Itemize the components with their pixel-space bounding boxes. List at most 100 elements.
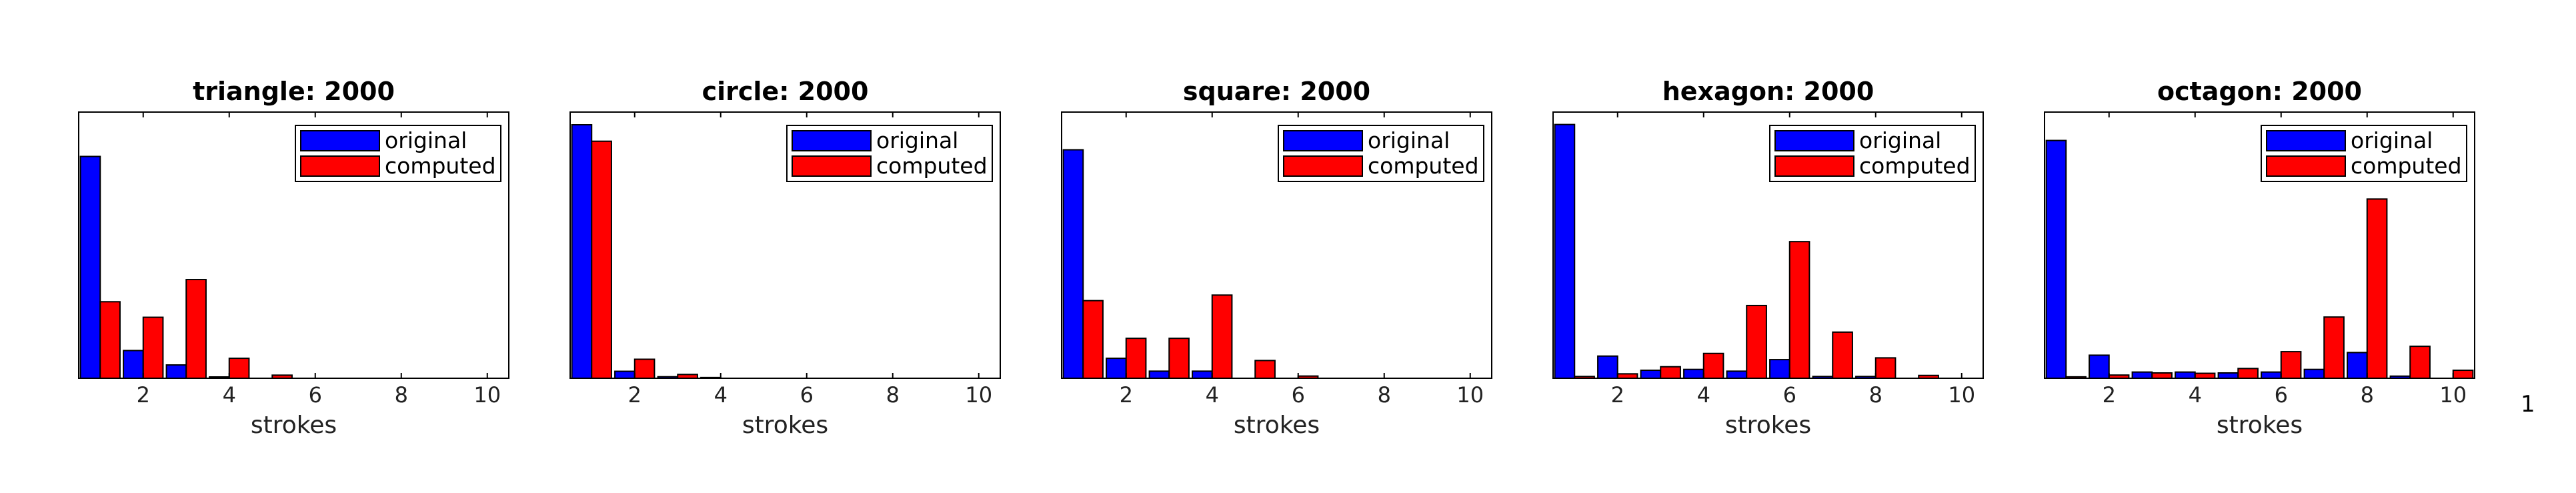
bar-original bbox=[1554, 123, 1576, 379]
bar-computed bbox=[633, 358, 656, 379]
bar-computed bbox=[99, 301, 121, 380]
legend-swatch-original bbox=[300, 130, 380, 151]
legend-label-computed: computed bbox=[876, 153, 988, 179]
bar-computed bbox=[1168, 338, 1190, 379]
bar-original bbox=[571, 124, 593, 379]
legend-label-computed: computed bbox=[1368, 153, 1479, 179]
legend-label-original: original bbox=[876, 127, 958, 153]
bar-computed bbox=[1746, 304, 1767, 379]
x-tick-label: 2 bbox=[1611, 382, 1624, 408]
bar-original bbox=[1106, 358, 1127, 380]
bar-original bbox=[2131, 371, 2153, 380]
legend-swatch-computed bbox=[2266, 155, 2346, 177]
x-axis-label: strokes bbox=[742, 412, 828, 439]
bar-computed bbox=[2452, 370, 2474, 380]
bar-original bbox=[79, 155, 101, 379]
legend-label-computed: computed bbox=[2351, 153, 2462, 179]
legend-label-original: original bbox=[2351, 127, 2433, 153]
bar-computed bbox=[1211, 294, 1233, 379]
x-tick-label: 8 bbox=[1378, 382, 1391, 408]
bar-computed bbox=[1874, 357, 1896, 379]
bar-computed bbox=[1082, 300, 1104, 379]
legend-swatch-computed bbox=[1774, 155, 1854, 177]
bar-computed bbox=[1788, 241, 1810, 379]
bar-original bbox=[614, 370, 635, 379]
x-tick-label: 6 bbox=[309, 382, 322, 408]
page-number: 1 bbox=[2521, 391, 2535, 418]
x-tick-label: 8 bbox=[2361, 382, 2374, 408]
x-tick-label: 6 bbox=[1783, 382, 1796, 408]
x-tick-label: 2 bbox=[137, 382, 150, 408]
bar-computed bbox=[185, 279, 207, 379]
bar-original bbox=[1062, 149, 1084, 379]
panel-title: square: 2000 bbox=[1183, 77, 1370, 106]
x-tick-label: 8 bbox=[395, 382, 408, 408]
x-tick-label: 2 bbox=[2103, 382, 2116, 408]
bar-original bbox=[2089, 354, 2110, 379]
bar-computed bbox=[2366, 198, 2388, 379]
bar-original bbox=[1769, 359, 1790, 380]
x-tick-label: 10 bbox=[965, 382, 992, 408]
legend-swatch-original bbox=[1283, 130, 1363, 151]
bar-original bbox=[165, 364, 187, 379]
bar-computed bbox=[2280, 351, 2302, 379]
bar-original bbox=[1640, 370, 1662, 380]
panel-title: triangle: 2000 bbox=[193, 77, 395, 106]
bar-original bbox=[2217, 372, 2239, 380]
bar-original bbox=[2045, 139, 2067, 379]
bar-original bbox=[1148, 370, 1170, 379]
bar-computed bbox=[142, 316, 164, 379]
bar-computed bbox=[228, 358, 250, 380]
x-axis-label: strokes bbox=[251, 412, 337, 439]
x-axis-label: strokes bbox=[1725, 412, 1811, 439]
bar-original bbox=[2303, 368, 2325, 380]
x-tick-label: 6 bbox=[1292, 382, 1305, 408]
bar-computed bbox=[1660, 366, 1681, 380]
legend-label-original: original bbox=[385, 127, 467, 153]
bar-original bbox=[1192, 370, 1213, 379]
x-tick-label: 10 bbox=[2439, 382, 2467, 408]
legend-swatch-computed bbox=[792, 155, 872, 177]
x-tick-label: 4 bbox=[223, 382, 236, 408]
bar-computed bbox=[2323, 316, 2345, 380]
bar-original bbox=[2175, 371, 2196, 380]
bar-computed bbox=[2409, 346, 2431, 379]
legend-swatch-computed bbox=[1283, 155, 1363, 177]
x-tick-label: 4 bbox=[1697, 382, 1710, 408]
legend-label-computed: computed bbox=[385, 153, 496, 179]
bar-original bbox=[2261, 371, 2282, 380]
bar-original bbox=[1726, 370, 1748, 379]
legend-swatch-original bbox=[2266, 130, 2346, 151]
axes-box bbox=[1552, 111, 1984, 379]
bar-computed bbox=[1125, 338, 1147, 379]
x-tick-label: 4 bbox=[1206, 382, 1219, 408]
x-tick-label: 8 bbox=[886, 382, 900, 408]
bar-computed bbox=[591, 140, 612, 379]
panel-title: circle: 2000 bbox=[702, 77, 869, 106]
panel-title: octagon: 2000 bbox=[2157, 77, 2362, 106]
bar-original bbox=[123, 350, 144, 379]
axes-box bbox=[569, 111, 1001, 379]
bar-computed bbox=[1702, 352, 1724, 380]
x-tick-label: 6 bbox=[2275, 382, 2288, 408]
x-axis-label: strokes bbox=[2217, 412, 2303, 439]
x-tick-label: 2 bbox=[628, 382, 641, 408]
legend-label-original: original bbox=[1859, 127, 1941, 153]
bar-computed bbox=[1832, 331, 1853, 379]
bar-original bbox=[1597, 355, 1618, 379]
x-tick-label: 10 bbox=[1948, 382, 1975, 408]
x-tick-label: 6 bbox=[800, 382, 814, 408]
bar-computed bbox=[2237, 368, 2259, 379]
bar-original bbox=[2347, 352, 2368, 379]
x-tick-label: 4 bbox=[714, 382, 728, 408]
axes-box bbox=[78, 111, 509, 379]
axes-box bbox=[1061, 111, 1492, 379]
legend-label-computed: computed bbox=[1859, 153, 1971, 179]
x-tick-label: 8 bbox=[1869, 382, 1882, 408]
x-tick-label: 4 bbox=[2189, 382, 2202, 408]
legend-label-original: original bbox=[1368, 127, 1450, 153]
x-axis-label: strokes bbox=[1234, 412, 1320, 439]
axes-box bbox=[2044, 111, 2475, 379]
bar-computed bbox=[1254, 360, 1276, 380]
